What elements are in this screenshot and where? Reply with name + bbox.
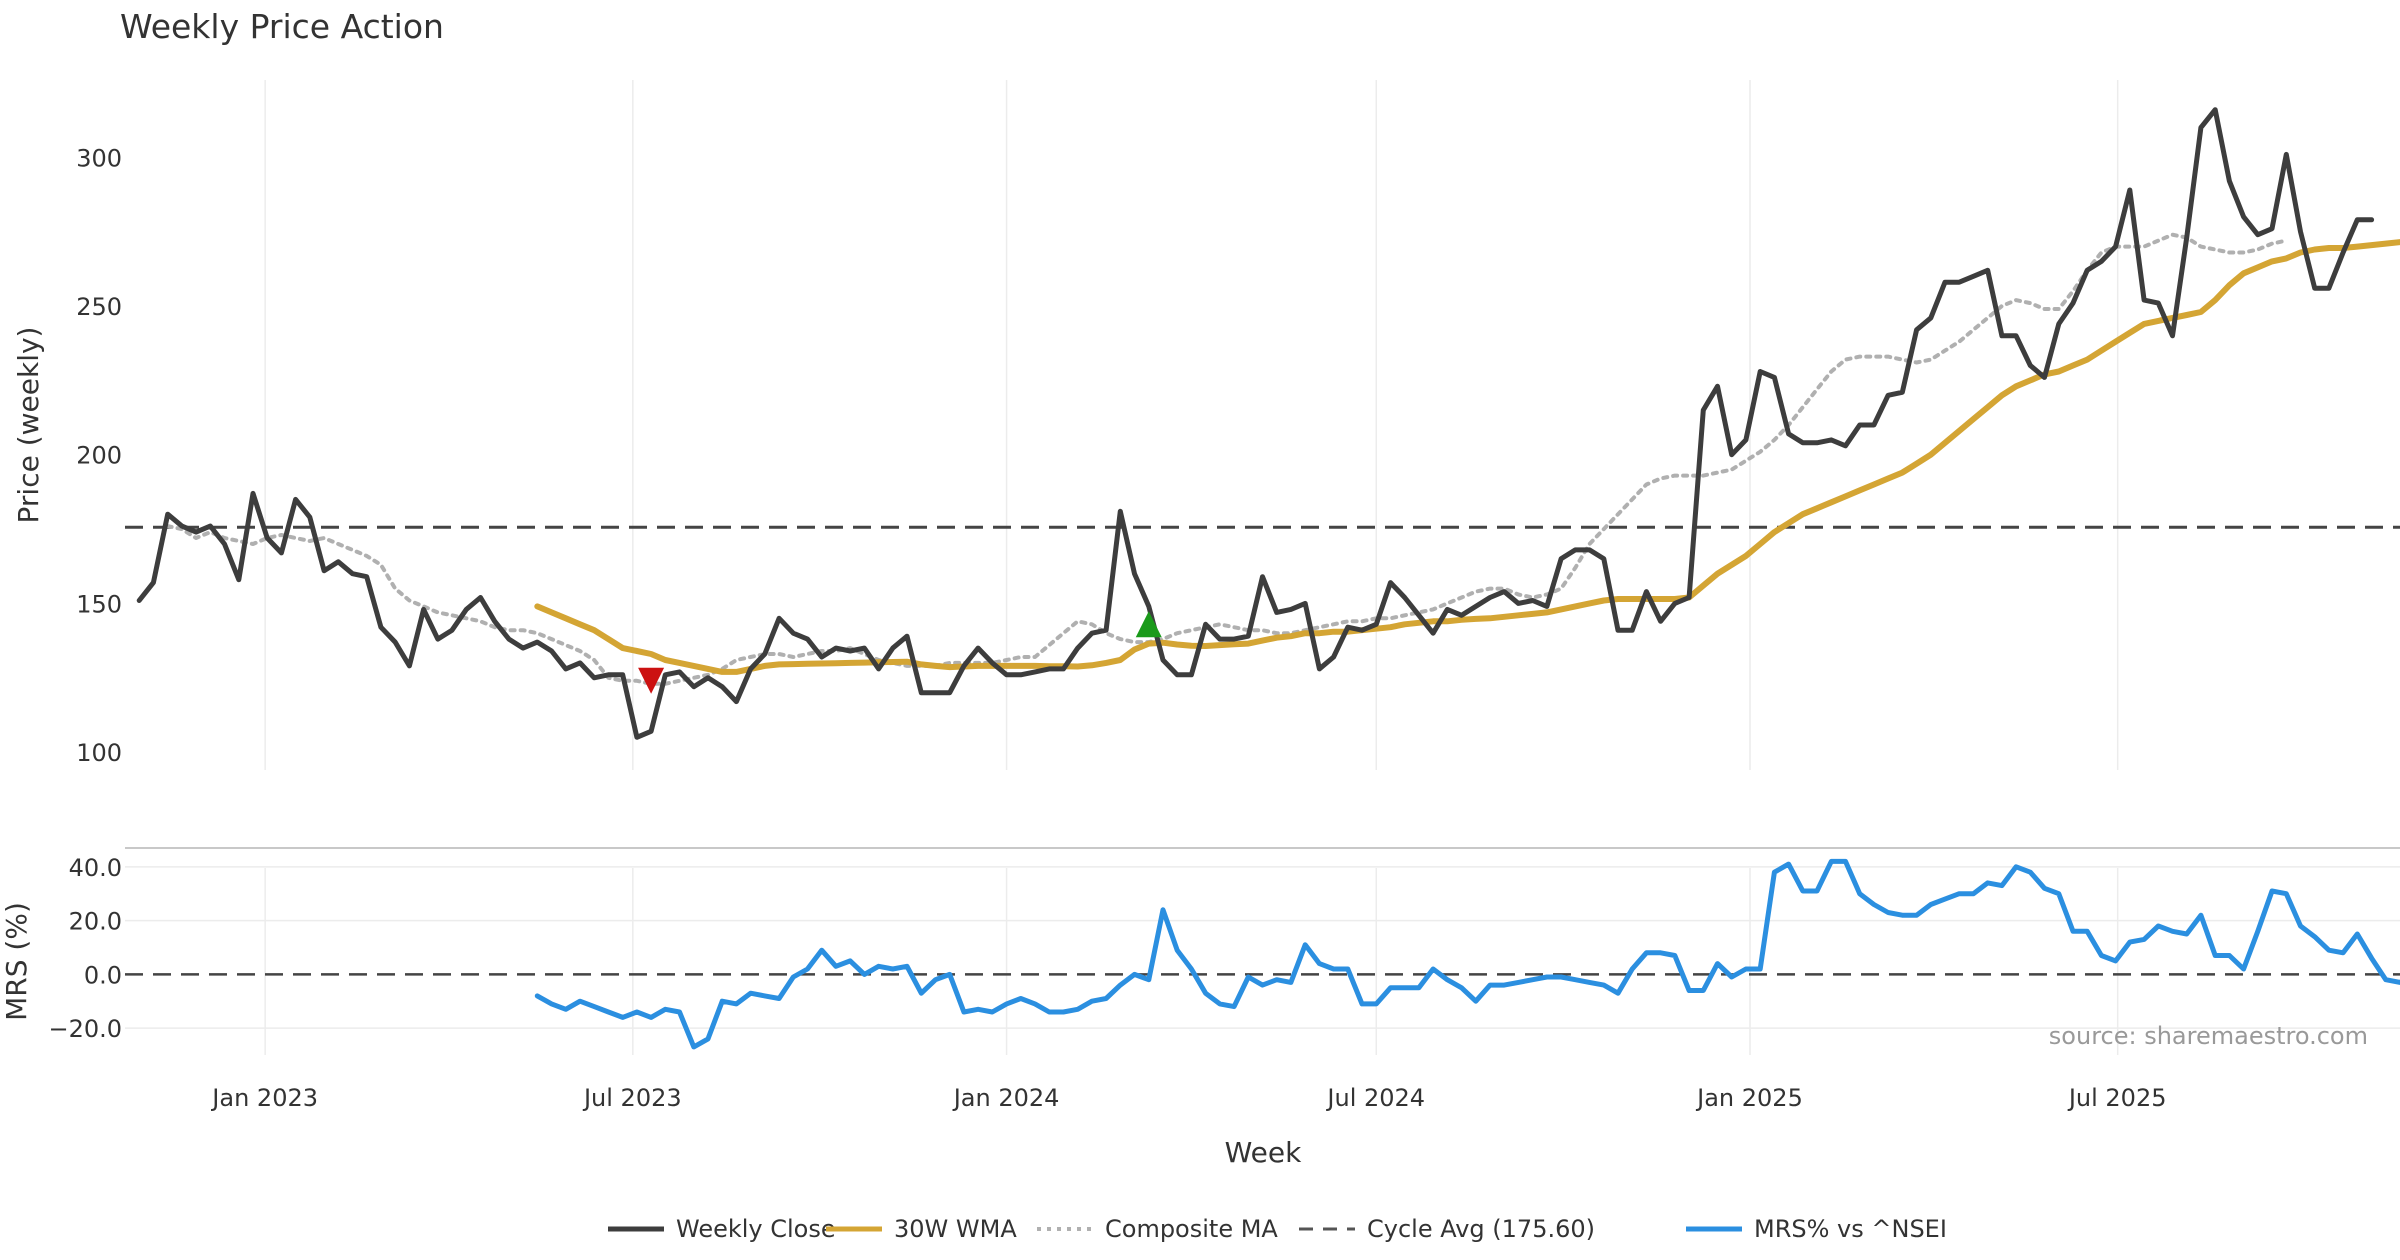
mrs-panel: 40.0 20.0 0.0 −20.0 MRS (%) bbox=[0, 847, 2400, 1055]
mrs-y-tick-label: 0.0 bbox=[84, 961, 122, 989]
30w-wma-line bbox=[534, 239, 2400, 675]
x-tick-label: Jan 2024 bbox=[952, 1084, 1060, 1112]
x-tick-label: Jul 2025 bbox=[2067, 1084, 2167, 1112]
legend-label: Composite MA bbox=[1105, 1215, 1278, 1243]
price-panel: 100 150 200 250 300 Price (weekly) bbox=[12, 80, 2400, 770]
price-y-tick-label: 300 bbox=[76, 144, 122, 172]
price-y-axis-title: Price (weekly) bbox=[12, 327, 45, 524]
mrs-y-tick-label: −20.0 bbox=[48, 1015, 122, 1043]
x-tick-label: Jan 2023 bbox=[210, 1084, 318, 1112]
mrs-y-tick-label: 40.0 bbox=[69, 854, 122, 882]
x-tick-label: Jan 2025 bbox=[1695, 1084, 1803, 1112]
x-axis: Jan 2023 Jul 2023 Jan 2024 Jul 2024 Jan 2025… bbox=[210, 1084, 2166, 1112]
buy-signal-marker bbox=[1135, 611, 1162, 638]
source-note: source: sharemaestro.com bbox=[2049, 1022, 2368, 1050]
legend: Weekly Close 30W WMA Composite MA Cycle Avg… bbox=[608, 1215, 1947, 1243]
legend-label: 30W WMA bbox=[894, 1215, 1017, 1243]
price-y-tick-label: 250 bbox=[76, 293, 122, 321]
legend-label: MRS% vs ^NSEI bbox=[1754, 1215, 1947, 1243]
price-y-tick-label: 200 bbox=[76, 442, 122, 470]
x-tick-label: Jul 2024 bbox=[1325, 1084, 1425, 1112]
weekly-close-line bbox=[136, 107, 2375, 740]
x-tick-label: Jul 2023 bbox=[582, 1084, 682, 1112]
mrs-line bbox=[534, 858, 2400, 1050]
composite-ma-line bbox=[165, 232, 2289, 686]
chart-title: Weekly Price Action bbox=[120, 7, 444, 46]
legend-label: Cycle Avg (175.60) bbox=[1367, 1215, 1595, 1243]
sell-signal-marker bbox=[638, 667, 665, 694]
x-axis-title: Week bbox=[1225, 1136, 1302, 1169]
legend-label: Weekly Close bbox=[676, 1215, 836, 1243]
price-y-tick-label: 100 bbox=[76, 739, 122, 767]
price-y-tick-label: 150 bbox=[76, 590, 122, 618]
mrs-y-tick-label: 20.0 bbox=[69, 908, 122, 936]
mrs-y-axis-title: MRS (%) bbox=[0, 902, 33, 1021]
